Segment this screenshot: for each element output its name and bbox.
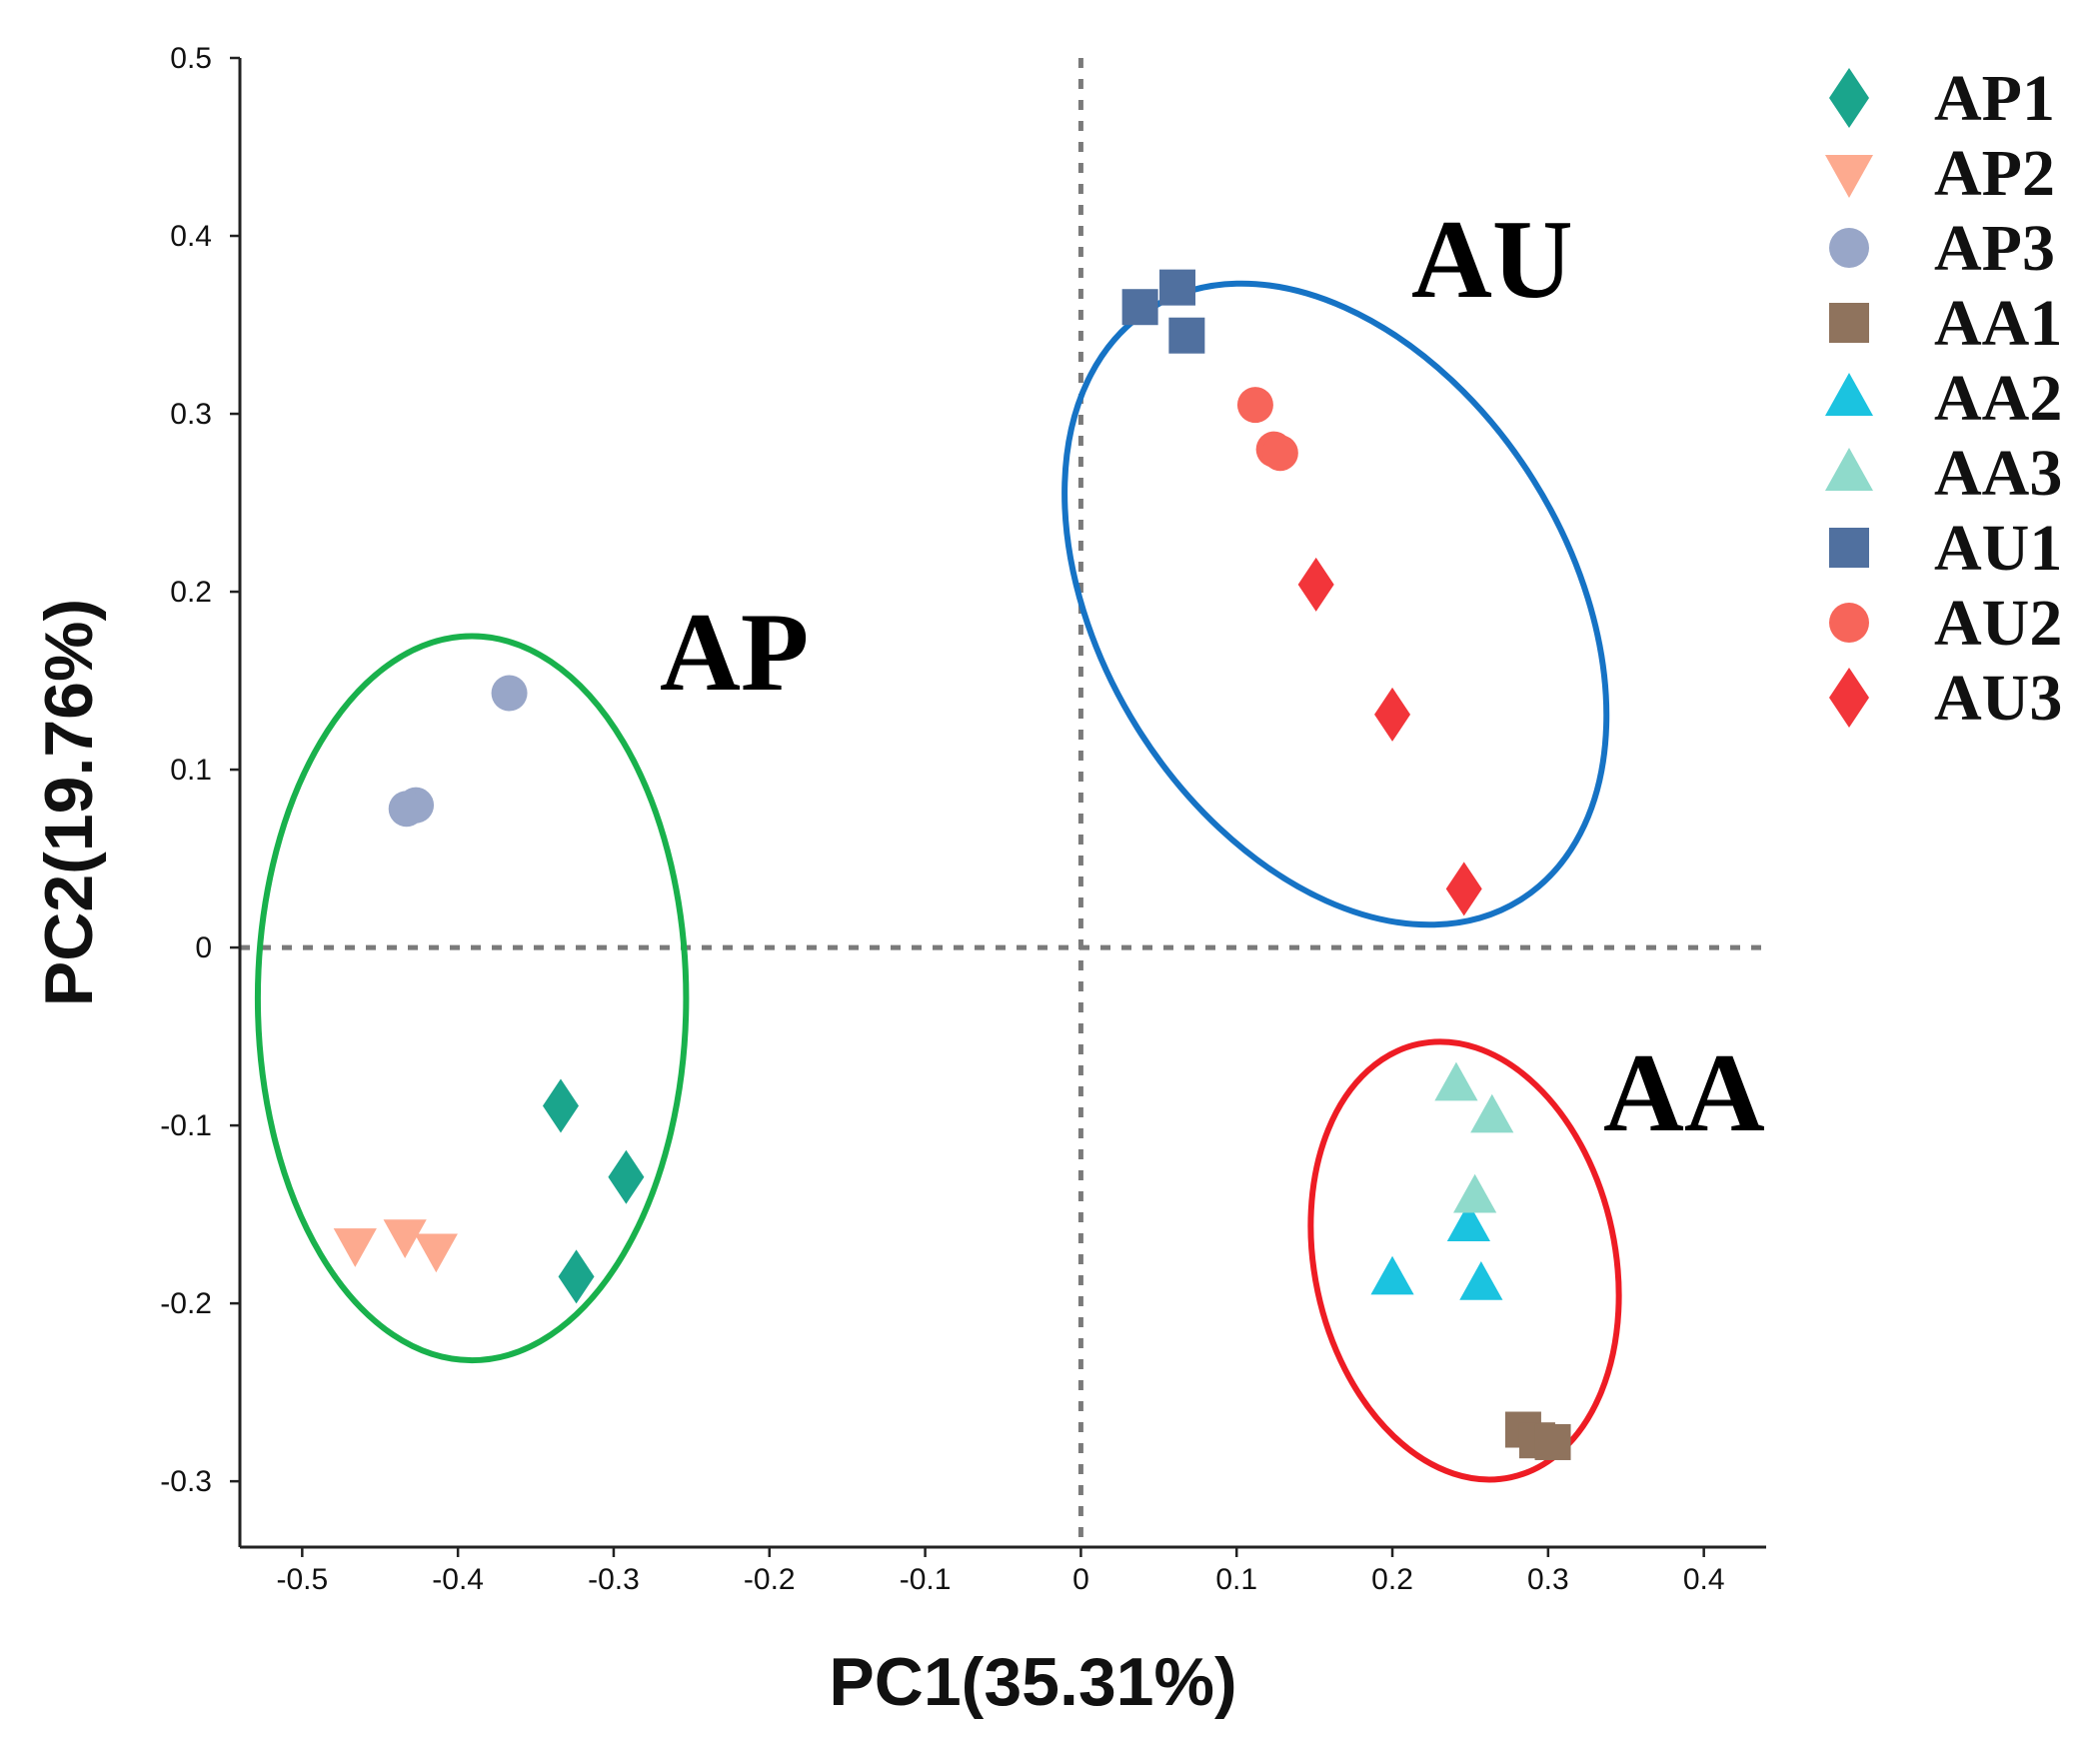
data-point-au3 bbox=[1297, 557, 1334, 612]
legend-marker-aa2 bbox=[1825, 373, 1873, 416]
data-point-aa2 bbox=[1370, 1255, 1414, 1295]
cluster-ellipse-ap bbox=[254, 633, 690, 1364]
data-point-ap1 bbox=[558, 1249, 595, 1304]
legend-marker-au3 bbox=[1829, 668, 1869, 728]
legend-label-ap2: AP2 bbox=[1934, 137, 2055, 210]
x-tick-label: -0.5 bbox=[276, 1563, 328, 1596]
legend-marker-aa3 bbox=[1825, 448, 1873, 491]
legend-marker-ap3 bbox=[1829, 228, 1869, 268]
data-point-au2 bbox=[1261, 435, 1298, 472]
data-point-au1 bbox=[1159, 269, 1196, 306]
legend-marker-au2 bbox=[1829, 603, 1869, 643]
data-point-ap1 bbox=[542, 1078, 579, 1133]
x-tick-label: -0.1 bbox=[900, 1563, 952, 1596]
y-tick-label: 0.3 bbox=[170, 398, 212, 431]
data-point-aa3 bbox=[1470, 1093, 1514, 1133]
legend-marker-ap2 bbox=[1825, 155, 1873, 198]
cluster-ellipse-au bbox=[1061, 280, 1610, 928]
data-point-au3 bbox=[1374, 687, 1411, 742]
data-point-aa3 bbox=[1453, 1173, 1497, 1213]
x-tick-label: -0.4 bbox=[432, 1563, 484, 1596]
x-tick-label: 0 bbox=[1072, 1563, 1089, 1596]
data-point-au1 bbox=[1121, 289, 1158, 326]
legend-marker-au1 bbox=[1829, 528, 1869, 568]
y-tick-label: -0.3 bbox=[160, 1465, 212, 1498]
x-tick-label: 0.1 bbox=[1215, 1563, 1257, 1596]
y-tick-label: -0.1 bbox=[160, 1109, 212, 1142]
cluster-label-aa: AA bbox=[1603, 1031, 1765, 1155]
cluster-ellipse-aa bbox=[1307, 1038, 1622, 1483]
data-point-ap3 bbox=[388, 791, 425, 828]
legend-marker-ap1 bbox=[1829, 68, 1869, 128]
y-tick-label: 0.5 bbox=[170, 42, 212, 75]
data-point-aa1 bbox=[1534, 1423, 1571, 1460]
y-tick-label: -0.2 bbox=[160, 1287, 212, 1320]
zero-reference-lines bbox=[240, 58, 1766, 1547]
data-point-aa3 bbox=[1434, 1061, 1478, 1101]
legend-marker-aa1 bbox=[1829, 303, 1869, 343]
data-point-ap2 bbox=[383, 1219, 427, 1258]
legend-label-au1: AU1 bbox=[1934, 512, 2062, 585]
cluster-label-ap: AP bbox=[660, 591, 809, 715]
data-points bbox=[333, 269, 1571, 1460]
y-axis-title: PC2(19.76%) bbox=[31, 599, 107, 1006]
data-point-aa2 bbox=[1459, 1261, 1503, 1300]
y-tick-label: 0 bbox=[195, 931, 212, 964]
data-point-au2 bbox=[1236, 387, 1273, 424]
data-point-ap2 bbox=[333, 1228, 377, 1267]
legend-label-au2: AU2 bbox=[1934, 587, 2062, 660]
data-point-aa2 bbox=[1446, 1202, 1490, 1241]
x-tick-label: 0.3 bbox=[1527, 1563, 1569, 1596]
legend-label-aa3: AA3 bbox=[1934, 437, 2062, 510]
data-point-au3 bbox=[1445, 862, 1482, 916]
data-point-ap3 bbox=[491, 675, 528, 712]
legend-label-aa2: AA2 bbox=[1934, 362, 2062, 435]
cluster-label-au: AU bbox=[1411, 198, 1573, 322]
legend-label-au3: AU3 bbox=[1934, 662, 2062, 735]
y-tick-label: 0.2 bbox=[170, 576, 212, 609]
cluster-ellipses: AP AU AA bbox=[254, 198, 1765, 1483]
axes: -0.5 -0.4 -0.3 -0.2 -0.1 0 0.1 0.2 0.3 0.4 -0.3 -0.… bbox=[160, 42, 1766, 1596]
x-tick-label: 0.2 bbox=[1371, 1563, 1413, 1596]
data-point-ap1 bbox=[608, 1149, 645, 1204]
legend-label-ap1: AP1 bbox=[1934, 62, 2055, 135]
data-point-ap2 bbox=[414, 1233, 458, 1273]
x-tick-label: 0.4 bbox=[1683, 1563, 1725, 1596]
legend-label-aa1: AA1 bbox=[1934, 287, 2062, 360]
legend-label-ap3: AP3 bbox=[1934, 212, 2055, 285]
y-tick-label: 0.4 bbox=[170, 220, 212, 253]
y-tick-label: 0.1 bbox=[170, 754, 212, 787]
x-tick-label: -0.2 bbox=[744, 1563, 796, 1596]
x-axis-title: PC1(35.31%) bbox=[829, 1644, 1236, 1720]
x-tick-label: -0.3 bbox=[588, 1563, 640, 1596]
data-point-au1 bbox=[1168, 317, 1205, 354]
